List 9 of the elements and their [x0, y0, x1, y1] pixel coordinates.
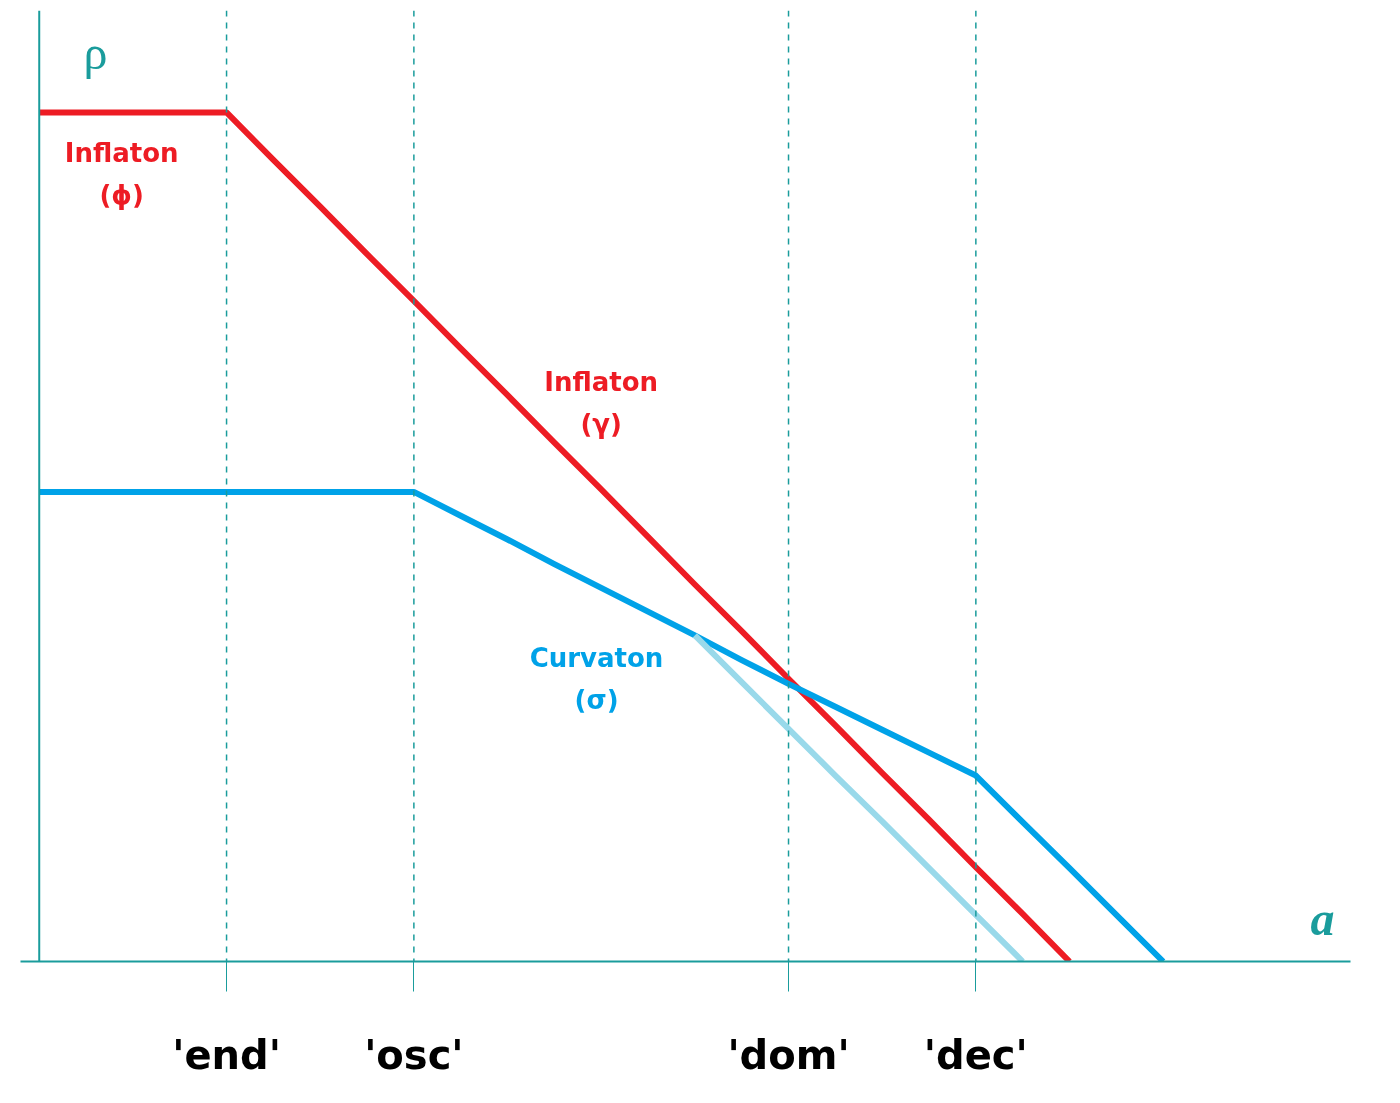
- annotation: Curvaton (σ): [529, 643, 664, 716]
- x-tick-label: 'dec': [923, 1031, 1028, 1078]
- annotation: Inflaton (ϕ): [64, 137, 179, 210]
- y-axis-title: ρ: [83, 26, 108, 80]
- annotation: Inflaton (γ): [544, 367, 659, 440]
- x-axis-title: a: [1310, 891, 1335, 945]
- x-tick-label: 'dom': [727, 1031, 850, 1078]
- x-tick-label: 'end': [172, 1031, 281, 1078]
- x-tick-label: 'osc': [364, 1031, 464, 1078]
